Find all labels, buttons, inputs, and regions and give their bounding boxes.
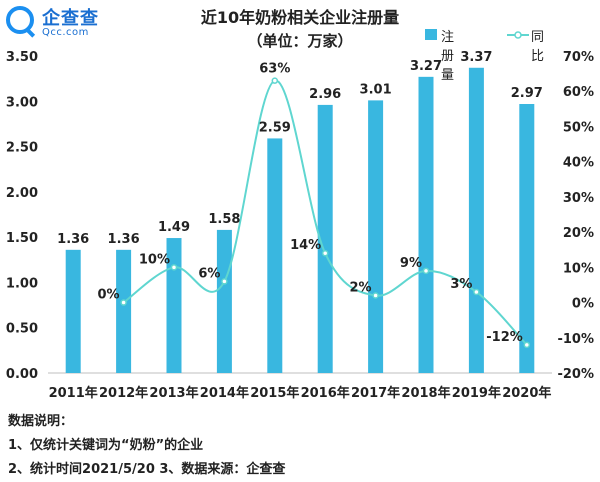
logo-domain: Qcc.com xyxy=(42,27,89,38)
bar-value-label: 3.37 xyxy=(460,50,492,65)
bar xyxy=(418,76,434,374)
yoy-value-label: 0% xyxy=(98,288,120,303)
y-right-tick-label: 20% xyxy=(563,226,594,241)
bar-value-label: 3.01 xyxy=(360,82,392,97)
yoy-value-label: 9% xyxy=(400,256,422,271)
bar xyxy=(519,104,535,373)
yoy-point xyxy=(422,267,430,275)
bar-value-label: 1.49 xyxy=(158,220,190,235)
data-notes: 数据说明： 1、仅统计关键词为“奶粉”的企业 2、统计时间2021/5/20 3… xyxy=(8,410,285,482)
y-left-tick-label: 2.50 xyxy=(6,141,38,156)
yoy-point xyxy=(120,299,127,306)
legend-label-yoy: 同比 xyxy=(531,30,545,64)
chart-title: 近10年奶粉相关企业注册量 xyxy=(200,8,400,27)
chart-subtitle: （单位：万家） xyxy=(247,32,353,50)
qcc-logo: 企查查 Qcc.com xyxy=(6,4,116,44)
x-tick-label: 2020年 xyxy=(502,385,551,401)
bar xyxy=(468,67,484,373)
yoy-point xyxy=(473,288,480,296)
bar xyxy=(166,238,182,373)
x-tick-label: 2016年 xyxy=(301,385,350,401)
note-line-2: 2、统计时间2021/5/20 3、数据来源：企查查 xyxy=(8,462,286,477)
notes-heading: 数据说明： xyxy=(8,414,74,429)
y-left-tick-label: 1.50 xyxy=(6,231,38,246)
yoy-value-label: 2% xyxy=(350,281,372,296)
y-right-tick-label: 50% xyxy=(563,120,594,135)
y-right-tick-label: 60% xyxy=(563,85,594,100)
y-left-tick-label: 0.50 xyxy=(6,322,38,337)
legend-line-swatch xyxy=(507,31,529,39)
bar-value-label: 3.27 xyxy=(410,59,442,74)
yoy-point xyxy=(523,341,531,349)
legend-bar-swatch xyxy=(425,29,437,40)
yoy-point xyxy=(271,77,279,84)
y-left-tick-label: 3.50 xyxy=(6,50,38,65)
y-right-tick-label: 40% xyxy=(563,156,594,171)
yoy-value-label: 6% xyxy=(198,266,220,281)
y-right-tick-label: 0% xyxy=(572,297,594,312)
y-right-tick-label: -10% xyxy=(557,332,594,347)
bar-value-label: 2.97 xyxy=(511,86,543,101)
y-right-tick-label: 70% xyxy=(563,50,594,65)
x-tick-label: 2011年 xyxy=(49,385,98,401)
y-right-tick-label: -20% xyxy=(557,367,594,382)
yoy-point xyxy=(221,278,228,285)
bar xyxy=(267,138,283,373)
y-right-tick-label: 10% xyxy=(563,261,594,276)
bar xyxy=(368,100,384,373)
x-tick-label: 2013年 xyxy=(149,385,198,401)
y-right-tick-label: 30% xyxy=(563,191,594,206)
yoy-value-label: 14% xyxy=(290,238,321,253)
bar xyxy=(317,104,333,373)
bar-value-label: 2.96 xyxy=(309,87,341,102)
bar xyxy=(116,249,132,373)
bar-value-label: 1.36 xyxy=(57,232,89,247)
chart-plot: 0.00 0.50 1.00 1.50 2.00 2.50 3.00 3.50 -20% -10%… xyxy=(6,50,594,401)
logo-name: 企查查 xyxy=(42,8,99,29)
legend-label-registrations: 注册量 xyxy=(441,30,455,83)
x-tick-label: 2017年 xyxy=(351,385,400,401)
yoy-value-label: 10% xyxy=(139,252,170,267)
bar-value-label: 1.36 xyxy=(108,232,140,247)
yoy-point xyxy=(321,249,329,257)
y-left-tick-label: 0.00 xyxy=(6,367,38,382)
x-tick-label: 2015年 xyxy=(250,385,299,401)
note-line-1: 1、仅统计关键词为“奶粉”的企业 xyxy=(8,438,204,453)
yoy-value-label: 3% xyxy=(450,277,472,292)
x-tick-label: 2014年 xyxy=(200,385,249,401)
yoy-line xyxy=(123,79,528,346)
y-left-tick-label: 1.00 xyxy=(6,276,38,291)
yoy-value-label: -12% xyxy=(486,330,523,345)
x-tick-label: 2018年 xyxy=(401,385,450,401)
magnifier-logo-icon xyxy=(6,6,34,34)
y-left-tick-label: 2.00 xyxy=(6,186,38,201)
yoy-point xyxy=(170,264,178,271)
yoy-point xyxy=(372,292,379,299)
x-tick-label: 2012年 xyxy=(99,385,148,401)
bar xyxy=(65,249,81,373)
y-left-tick-label: 3.00 xyxy=(6,95,38,110)
bar-value-label: 1.58 xyxy=(208,212,240,227)
bar-value-label: 2.59 xyxy=(259,120,291,135)
x-tick-label: 2019年 xyxy=(452,385,501,401)
yoy-value-label: 63% xyxy=(259,62,290,77)
bar xyxy=(216,229,232,373)
